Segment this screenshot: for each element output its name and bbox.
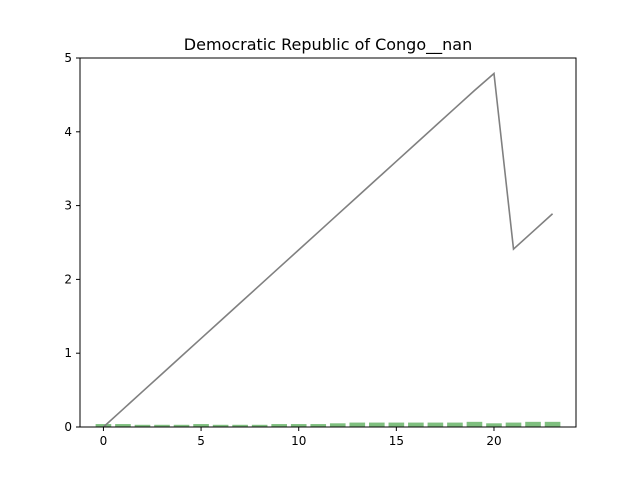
bar <box>427 422 444 427</box>
bar <box>193 424 209 427</box>
x-tick-label: 0 <box>100 434 108 448</box>
chart-title: Democratic Republic of Congo__nan <box>184 35 472 55</box>
y-tick-label: 3 <box>64 199 72 213</box>
bar <box>369 422 385 427</box>
bar <box>212 424 229 427</box>
x-tick-label: 10 <box>291 434 306 448</box>
bar <box>232 424 248 427</box>
bar <box>290 424 307 427</box>
bar <box>310 424 327 427</box>
y-tick-label: 5 <box>64 51 72 65</box>
bar <box>505 422 522 427</box>
x-tick-label: 15 <box>389 434 404 448</box>
bar <box>173 424 190 427</box>
x-tick-label: 5 <box>197 434 205 448</box>
x-tick-label: 20 <box>486 434 501 448</box>
series-line <box>102 71 554 428</box>
bar <box>447 422 463 427</box>
bar <box>408 422 424 427</box>
bar <box>95 424 112 427</box>
bar <box>271 424 287 427</box>
bar <box>134 424 151 427</box>
bar <box>486 423 502 427</box>
y-tick-label: 0 <box>64 420 72 434</box>
bar <box>466 421 483 427</box>
bar <box>329 423 346 427</box>
bar <box>525 421 541 427</box>
y-tick-label: 2 <box>64 272 72 286</box>
ticks-layer: 0 5 10 15 20 0 1 2 3 4 5 <box>64 51 501 448</box>
bar <box>349 422 366 427</box>
bar <box>154 424 170 427</box>
bar <box>544 421 561 427</box>
bar <box>388 422 405 427</box>
bars-layer <box>95 421 561 427</box>
plot-area-frame <box>79 57 577 428</box>
line-layer <box>102 71 554 428</box>
bar <box>251 424 268 427</box>
y-tick-label: 4 <box>64 125 72 139</box>
bar <box>115 424 131 427</box>
y-tick-label: 1 <box>64 346 72 360</box>
